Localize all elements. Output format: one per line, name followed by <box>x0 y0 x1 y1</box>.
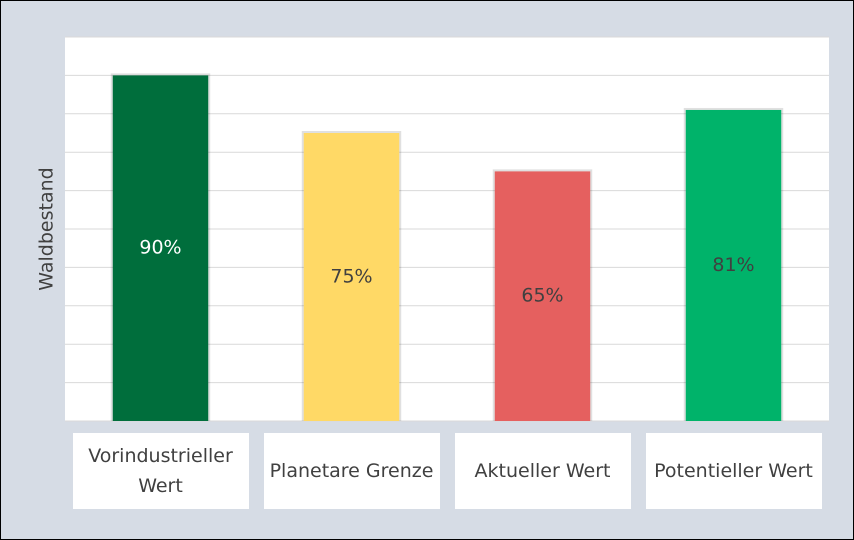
x-tick-label: Aktueller Wert <box>454 433 631 509</box>
bar <box>112 75 209 422</box>
value-label: 75% <box>330 266 372 288</box>
value-label: 81% <box>712 254 754 276</box>
x-tick-label: Potentieller Wert <box>645 433 822 509</box>
bar <box>494 171 591 421</box>
x-tick-label: Vorindustrieller Wert <box>72 433 249 509</box>
y-axis-label: Waldbestand <box>36 167 58 290</box>
bar <box>685 109 782 422</box>
x-tick-label: Planetare Grenze <box>263 433 440 509</box>
value-label: 65% <box>521 285 563 307</box>
value-label: 90% <box>139 237 181 259</box>
bar <box>303 133 400 421</box>
